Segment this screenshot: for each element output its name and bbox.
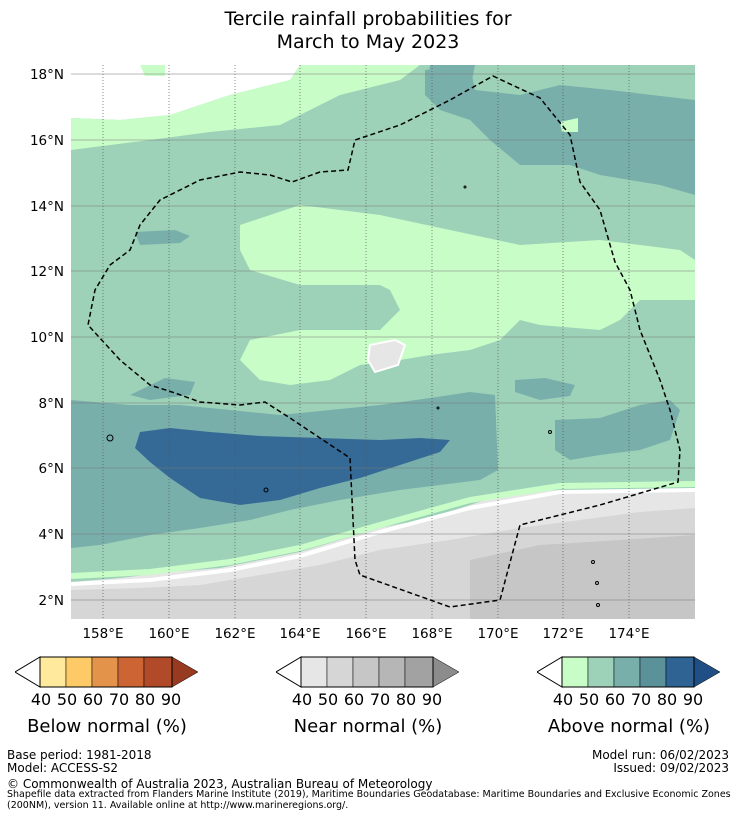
copyright: © Commonwealth of Australia 2023, Austra… xyxy=(7,777,433,791)
field-above-40-patch xyxy=(140,65,165,76)
field-above-60-east xyxy=(555,400,680,460)
tick-label: 50 xyxy=(317,690,339,709)
color-swatch xyxy=(378,656,406,688)
latitude-labels: 18°N 16°N 14°N 12°N 10°N 8°N 6°N 4°N 2°N xyxy=(30,67,64,609)
tick-label: 60 xyxy=(82,690,104,709)
color-swatch xyxy=(300,656,328,688)
below-normal-label: Below normal (%) xyxy=(27,716,187,737)
longitude-labels: 158°E 160°E 162°E 164°E 166°E 168°E 170°… xyxy=(82,626,649,642)
color-swatch xyxy=(39,656,67,688)
color-swatch xyxy=(171,656,199,688)
rainfall-map: 18°N 16°N 14°N 12°N 10°N 8°N 6°N 4°N 2°N… xyxy=(30,65,695,642)
color-swatch xyxy=(352,656,380,688)
field-near-60-south xyxy=(470,535,695,619)
lon-label: 172°E xyxy=(542,626,583,642)
tick-label: 80 xyxy=(134,690,156,709)
field-boundary-green xyxy=(71,481,695,579)
lat-label: 16°N xyxy=(30,133,64,149)
color-swatch xyxy=(639,656,667,688)
color-swatch xyxy=(326,656,354,688)
islands xyxy=(106,185,600,607)
field-near-40-island xyxy=(366,338,407,374)
lat-label: 12°N xyxy=(30,264,64,280)
field-above-60-ne xyxy=(425,65,695,195)
near-normal-colorbar xyxy=(276,656,461,688)
lon-label: 164°E xyxy=(279,626,320,642)
colorbar-above-graphic xyxy=(537,656,721,688)
tick-label: 70 xyxy=(630,690,652,709)
field-above-70-core xyxy=(135,428,450,505)
tick-label: 40 xyxy=(291,690,313,709)
lon-label: 174°E xyxy=(608,626,649,642)
shapefile-line-2: (200NM), version 11. Available online at… xyxy=(7,799,349,811)
lon-label: 162°E xyxy=(214,626,255,642)
color-swatch xyxy=(561,656,589,688)
tick-label: 70 xyxy=(369,690,391,709)
footer-left: Base period: 1981-2018 Model: ACCESS-S2 xyxy=(7,749,152,775)
field-above-40-north xyxy=(71,65,420,150)
tick-label: 90 xyxy=(160,690,182,709)
field-white-top xyxy=(71,65,300,120)
lon-label: 170°E xyxy=(477,626,518,642)
color-swatch xyxy=(117,656,145,688)
color-swatch xyxy=(91,656,119,688)
color-swatch xyxy=(587,656,615,688)
field-above-60-east2 xyxy=(515,378,575,400)
color-swatch xyxy=(65,656,93,688)
lon-label: 158°E xyxy=(82,626,123,642)
lat-label: 10°N xyxy=(30,330,64,346)
issued-date: Issued: 09/02/2023 xyxy=(613,761,729,775)
model-name: Model: ACCESS-S2 xyxy=(7,761,119,775)
model-run: Model run: 06/02/2023 xyxy=(591,748,729,762)
tick-label: 40 xyxy=(552,690,574,709)
lon-label: 168°E xyxy=(411,626,452,642)
lon-label: 166°E xyxy=(345,626,386,642)
above-normal-colorbar xyxy=(537,656,722,688)
shapefile-credit: Shapefile data extracted from Flanders M… xyxy=(7,789,731,811)
tick-label: 90 xyxy=(421,690,443,709)
eez-boundary xyxy=(87,75,681,608)
field-above-40-central xyxy=(240,205,695,385)
above-normal-label: Above normal (%) xyxy=(547,716,711,737)
footer-right: Model run: 06/02/2023 Issued: 09/02/2023 xyxy=(592,749,729,775)
tick-label: 60 xyxy=(604,690,626,709)
tick-label: 80 xyxy=(395,690,417,709)
tick-label: 80 xyxy=(656,690,678,709)
lon-label: 160°E xyxy=(148,626,189,642)
base-period: Base period: 1981-2018 xyxy=(7,748,152,762)
color-swatch xyxy=(143,656,173,688)
lat-label: 8°N xyxy=(39,396,64,412)
color-swatch xyxy=(432,656,460,688)
tick-label: 90 xyxy=(682,690,704,709)
color-swatch xyxy=(665,656,695,688)
colorbar-below-graphic xyxy=(15,656,199,688)
title-line-2: March to May 2023 xyxy=(276,31,460,53)
lat-label: 18°N xyxy=(30,67,64,83)
colorbar-near-graphic xyxy=(276,656,460,688)
tick-label: 50 xyxy=(578,690,600,709)
map-title: Tercile rainfall probabilities for March… xyxy=(0,8,736,54)
tick-label: 50 xyxy=(56,690,78,709)
shapefile-line-1: Shapefile data extracted from Flanders M… xyxy=(7,789,731,800)
field-boundary-white xyxy=(71,488,695,586)
lat-label: 6°N xyxy=(39,461,64,477)
color-swatch xyxy=(693,656,721,688)
tick-label: 60 xyxy=(343,690,365,709)
tick-label: 40 xyxy=(30,690,52,709)
parallels xyxy=(71,73,695,601)
field-above-60-n xyxy=(428,65,475,92)
color-swatch xyxy=(613,656,641,688)
color-swatch xyxy=(404,656,434,688)
near-normal-label: Near normal (%) xyxy=(293,716,443,737)
field-above-60-patch xyxy=(135,230,190,245)
probability-fields xyxy=(71,65,695,619)
title-line-1: Tercile rainfall probabilities for xyxy=(224,8,512,30)
lat-label: 2°N xyxy=(39,593,64,609)
lat-label: 14°N xyxy=(30,199,64,215)
below-normal-colorbar xyxy=(15,656,200,688)
tick-label: 70 xyxy=(108,690,130,709)
lat-label: 4°N xyxy=(39,527,64,543)
